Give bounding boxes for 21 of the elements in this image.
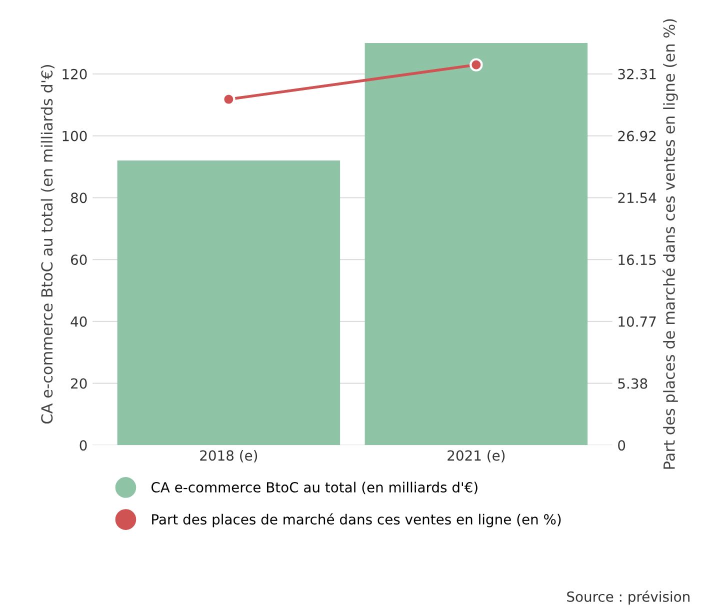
y2-tick-label: 26.92 <box>618 130 656 142</box>
y-tick-label: 120 <box>62 68 87 80</box>
y-tick-label: 100 <box>62 130 87 142</box>
y2-tick-label: 10.77 <box>618 316 656 327</box>
y-tick-label: 40 <box>70 316 87 327</box>
x-tick-label: 2018 (e) <box>200 450 258 462</box>
y-tick-label: 0 <box>80 440 87 451</box>
y-tick-label: 60 <box>70 254 87 266</box>
legend-label: CA e-commerce BtoC au total (en milliards d'€) <box>151 482 478 494</box>
y2-tick-label: 5.38 <box>618 378 648 389</box>
y2-tick-label: 0 <box>618 440 626 451</box>
x-tick-label: 2021 (e) <box>448 450 505 462</box>
y2-tick-label: 16.15 <box>618 254 656 266</box>
legend-label: Part des places de marché dans ces ventes en ligne (en %) <box>152 513 561 528</box>
source-note: Source : prévision <box>567 590 690 605</box>
y-axis-title: CA e-commerce BtoC au total (en milliards d'€) <box>40 65 54 424</box>
y2-tick-label: 32.31 <box>618 68 656 80</box>
y-tick-label: 20 <box>71 378 87 389</box>
y2-axis-title: Part des places de marché dans ces ventes en ligne (en %) <box>662 19 678 469</box>
y2-tick-label: 21.54 <box>618 192 656 204</box>
y-tick-label: 80 <box>70 192 87 204</box>
